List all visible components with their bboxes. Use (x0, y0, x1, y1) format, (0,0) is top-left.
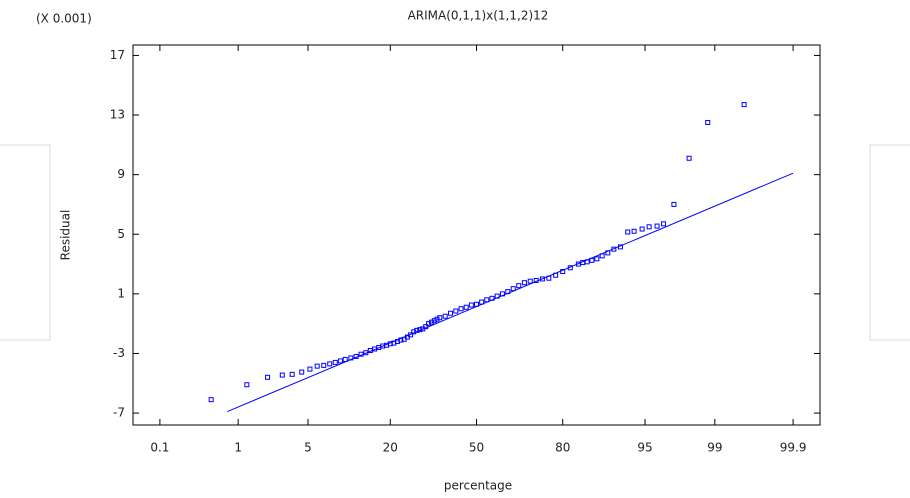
point (741, 102, 747, 108)
y-tick-label: 1 (117, 286, 125, 300)
point (505, 289, 511, 295)
point (605, 250, 611, 256)
point (208, 397, 214, 403)
point (654, 223, 660, 229)
point (442, 313, 448, 319)
point (337, 358, 343, 364)
point (468, 302, 474, 308)
point (584, 259, 590, 265)
point (625, 229, 631, 235)
chart-title: ARIMA(0,1,1)x(1,1,2)12 (408, 9, 549, 23)
background-frame (0, 144, 51, 341)
point (631, 228, 637, 234)
y-multiplier: (X 0.001) (36, 12, 92, 26)
point (394, 339, 400, 345)
x-tick-label: 99.9 (780, 441, 807, 455)
point (660, 221, 666, 227)
point (332, 359, 338, 365)
point (463, 304, 469, 310)
point (686, 155, 692, 161)
y-tick-label: -7 (113, 406, 125, 420)
x-tick-label: 80 (555, 441, 570, 455)
point (408, 332, 414, 338)
point (527, 278, 533, 284)
background-frame (869, 144, 910, 341)
point (265, 374, 271, 380)
point (431, 318, 437, 324)
point (417, 327, 423, 333)
point (342, 356, 348, 362)
point (411, 329, 417, 335)
point (521, 280, 527, 286)
point (546, 275, 552, 281)
point (423, 324, 429, 330)
point (314, 363, 320, 369)
point (358, 351, 364, 357)
y-axis-label: Residual (59, 210, 73, 261)
point (617, 244, 623, 250)
point (299, 369, 305, 375)
point (494, 293, 500, 299)
point (589, 257, 595, 263)
y-tick-label: 13 (110, 108, 125, 122)
point (516, 283, 522, 289)
point (594, 256, 600, 262)
point (353, 353, 359, 359)
point (279, 372, 285, 378)
point (321, 362, 327, 368)
point (348, 355, 354, 361)
point (428, 319, 434, 325)
point (307, 366, 313, 372)
point (599, 253, 605, 259)
x-tick-label: 95 (637, 441, 652, 455)
point (327, 361, 333, 367)
x-tick-label: 50 (469, 441, 484, 455)
point (448, 310, 454, 316)
point (639, 226, 645, 232)
x-tick-label: 99 (707, 441, 722, 455)
point (533, 277, 539, 283)
x-tick-label: 1 (234, 441, 242, 455)
point (484, 297, 490, 303)
point (539, 276, 545, 282)
point (458, 306, 464, 312)
y-tick-label: 9 (117, 167, 125, 181)
point (398, 337, 404, 343)
point (705, 119, 711, 125)
point (499, 291, 505, 297)
point (474, 301, 479, 307)
point (244, 382, 250, 388)
point (434, 316, 440, 322)
x-tick-label: 5 (304, 441, 312, 455)
point (560, 269, 566, 275)
y-tick-label: 17 (110, 48, 125, 62)
point (289, 371, 295, 377)
point (414, 327, 420, 333)
point (553, 272, 559, 278)
point (646, 224, 652, 230)
point (437, 315, 443, 321)
point (453, 308, 459, 314)
x-tick-label: 0.1 (150, 441, 169, 455)
y-tick-label: -3 (113, 346, 125, 360)
plot-frame (132, 44, 821, 426)
point (567, 265, 573, 271)
point (479, 299, 485, 305)
x-tick-label: 20 (383, 441, 398, 455)
point (426, 321, 432, 327)
x-axis-label: percentage (444, 479, 512, 493)
point (611, 246, 617, 252)
point (489, 295, 495, 301)
y-tick-label: 5 (117, 227, 125, 241)
point (510, 286, 516, 292)
point (671, 201, 677, 207)
